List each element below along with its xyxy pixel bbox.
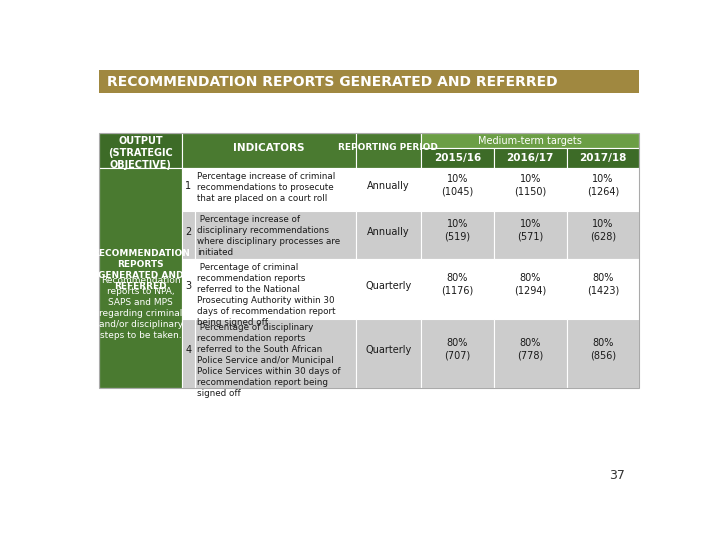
Bar	[494, 168, 567, 211]
Text: 1: 1	[185, 181, 192, 192]
Text: 2017/18: 2017/18	[580, 153, 626, 163]
Bar	[494, 148, 567, 168]
Bar	[182, 259, 194, 319]
Text: RECOMMENDATION REPORTS GENERATED AND REFERRED: RECOMMENDATION REPORTS GENERATED AND REF…	[107, 75, 558, 89]
Bar	[182, 168, 194, 211]
Text: 80%
(856): 80% (856)	[590, 338, 616, 360]
Bar	[194, 211, 356, 259]
Bar	[421, 259, 494, 319]
Text: Annually: Annually	[367, 181, 410, 192]
Text: Percentage increase of criminal
recommendations to prosecute
that are placed on : Percentage increase of criminal recommen…	[197, 172, 336, 203]
Text: 10%
(628): 10% (628)	[590, 219, 616, 241]
Bar	[421, 132, 639, 148]
Bar	[567, 168, 639, 211]
Text: INDICATORS: INDICATORS	[233, 143, 305, 153]
Text: Recommendation
reports to NPA,
SAPS and MPS
regarding criminal
and/or disciplina: Recommendation reports to NPA, SAPS and …	[99, 276, 183, 340]
Bar	[194, 259, 356, 319]
Text: OUTPUT
(STRATEGIC
OBJECTIVE): OUTPUT (STRATEGIC OBJECTIVE)	[109, 136, 173, 171]
Text: Quarterly: Quarterly	[365, 281, 412, 291]
Text: 10%
(519): 10% (519)	[444, 219, 470, 241]
Bar	[356, 168, 421, 211]
Text: Quarterly: Quarterly	[365, 346, 412, 355]
Bar	[494, 259, 567, 319]
Text: RECOMMENDATION
REPORTS
GENERATED AND
REFERRED: RECOMMENDATION REPORTS GENERATED AND REF…	[92, 249, 189, 291]
Bar	[421, 168, 494, 211]
Text: Percentage of criminal
recommendation reports
referred to the National
Prosecuti: Percentage of criminal recommendation re…	[197, 262, 336, 327]
Bar	[567, 319, 639, 388]
Bar	[194, 319, 356, 388]
Text: 10%
(1150): 10% (1150)	[514, 174, 546, 196]
Bar	[356, 132, 421, 168]
Bar	[356, 211, 421, 259]
Bar	[567, 211, 639, 259]
Text: 80%
(1423): 80% (1423)	[587, 273, 619, 295]
Text: 2015/16: 2015/16	[433, 153, 481, 163]
Bar	[182, 132, 356, 168]
Bar	[99, 168, 182, 388]
Bar	[356, 319, 421, 388]
Bar	[567, 148, 639, 168]
Bar	[421, 211, 494, 259]
Text: Percentage of disciplinary
recommendation reports
referred to the South African
: Percentage of disciplinary recommendatio…	[197, 323, 341, 399]
Text: Annually: Annually	[367, 227, 410, 237]
Bar	[182, 211, 194, 259]
Bar	[494, 211, 567, 259]
Text: 80%
(1176): 80% (1176)	[441, 273, 474, 295]
Bar	[182, 319, 194, 388]
Text: Medium-term targets: Medium-term targets	[478, 136, 582, 146]
Text: Percentage increase of
disciplinary recommendations
where disciplinary processes: Percentage increase of disciplinary reco…	[197, 215, 340, 257]
Text: 37: 37	[609, 469, 625, 482]
Text: 10%
(571): 10% (571)	[517, 219, 544, 241]
Bar	[494, 319, 567, 388]
Bar	[356, 259, 421, 319]
Text: 3: 3	[185, 281, 192, 291]
Text: REPORTING PERIOD: REPORTING PERIOD	[338, 143, 438, 152]
Bar	[421, 148, 494, 168]
Bar	[99, 132, 639, 388]
Bar	[421, 319, 494, 388]
Text: 80%
(1294): 80% (1294)	[514, 273, 546, 295]
Text: 80%
(778): 80% (778)	[517, 338, 544, 360]
Text: 4: 4	[185, 346, 192, 355]
Text: 10%
(1045): 10% (1045)	[441, 174, 474, 196]
Bar	[567, 259, 639, 319]
Text: 10%
(1264): 10% (1264)	[587, 174, 619, 196]
Bar	[194, 168, 356, 211]
Bar	[99, 70, 639, 93]
Text: 80%
(707): 80% (707)	[444, 338, 470, 360]
Text: 2016/17: 2016/17	[506, 153, 554, 163]
Text: 2: 2	[185, 227, 192, 237]
Bar	[99, 132, 182, 168]
